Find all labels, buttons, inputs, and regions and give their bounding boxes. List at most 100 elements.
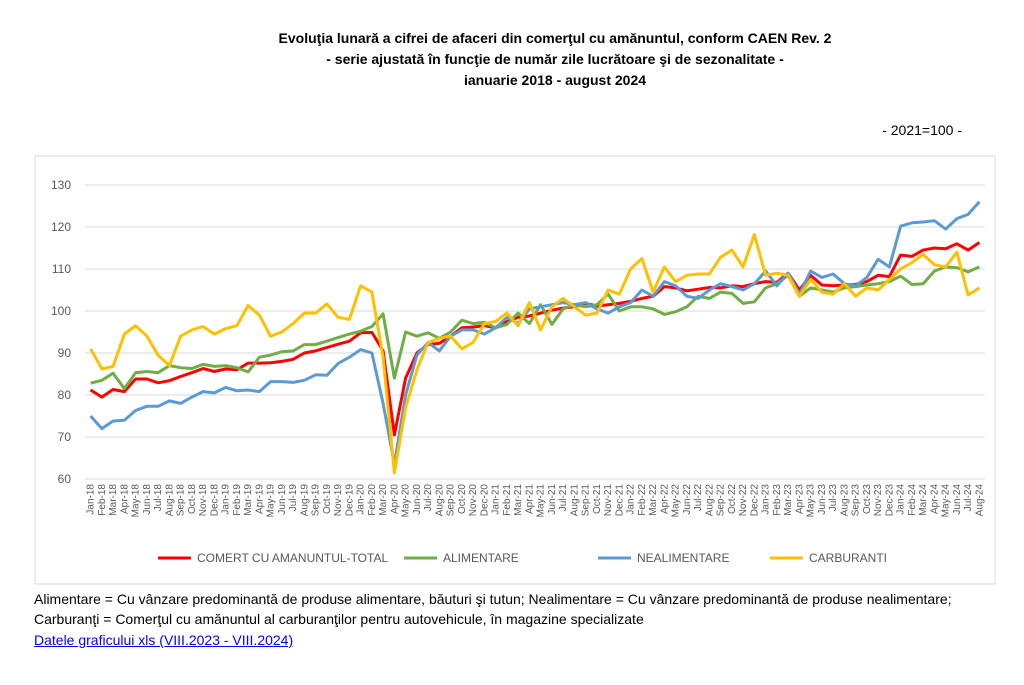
x-tick-label: Dec-22 [749, 484, 760, 517]
x-tick-label: Aug-22 [704, 484, 715, 517]
y-tick-label: 80 [58, 388, 72, 402]
series-line [89, 233, 981, 475]
x-tick-label: Oct-20 [457, 484, 468, 514]
x-tick-label: May-23 [806, 484, 817, 518]
x-tick-label: Aug-19 [299, 484, 310, 517]
x-tick-label: May-22 [671, 484, 682, 518]
x-tick-label: Aug-20 [434, 484, 445, 517]
x-tick-label: Apr-19 [254, 484, 265, 514]
legend-label: CARBURANTI [809, 551, 887, 565]
footnote: Alimentare = Cu vânzare predominantă de … [34, 591, 952, 627]
x-tick-label: May-24 [941, 484, 952, 518]
x-tick-label: Dec-23 [884, 484, 895, 517]
x-tick-label: Dec-19 [344, 484, 355, 517]
x-tick-label: Jul-24 [963, 484, 974, 512]
x-tick-label: Oct-23 [862, 484, 873, 514]
x-tick-label: May-21 [536, 484, 547, 518]
x-tick-label: Nov-22 [738, 484, 749, 517]
x-tick-label: Jan-21 [491, 484, 502, 515]
x-tick-label: Oct-18 [187, 484, 198, 514]
title-line: - serie ajustată în funcţie de număr zil… [326, 51, 784, 67]
x-tick-label: Jun-20 [412, 484, 423, 515]
y-tick-label: 70 [58, 430, 72, 444]
subtitle: - 2021=100 - [882, 122, 962, 138]
x-tick-label: Jan-24 [896, 484, 907, 515]
x-tick-label: Dec-20 [479, 484, 490, 517]
x-tick-label: Jan-18 [86, 484, 97, 515]
y-tick-label: 110 [52, 262, 71, 276]
x-tick-label: Aug-21 [569, 484, 580, 517]
x-tick-label: Jun-21 [547, 484, 558, 515]
y-tick-label: 120 [51, 220, 71, 234]
x-tick-label: Mar-22 [648, 484, 659, 516]
x-tick-label: Mar-20 [378, 484, 389, 516]
series-line [89, 200, 981, 466]
x-tick-label: Apr-24 [929, 484, 940, 514]
x-tick-label: Nov-20 [468, 484, 479, 517]
x-tick-label: Nov-23 [873, 484, 884, 517]
x-tick-label: Jun-19 [277, 484, 288, 515]
x-tick-label: Feb-24 [907, 484, 918, 516]
x-tick-label: Apr-20 [389, 484, 400, 514]
x-tick-label: Dec-18 [209, 484, 220, 517]
x-tick-label: Aug-24 [974, 484, 985, 517]
x-tick-label: Sep-19 [311, 484, 322, 517]
x-tick-label: Jan-20 [356, 484, 367, 515]
series-line [89, 241, 981, 437]
x-tick-label: Oct-22 [727, 484, 738, 514]
x-tick-label: Mar-23 [783, 484, 794, 516]
x-tick-label: Jun-22 [682, 484, 693, 515]
x-tick-label: Sep-20 [446, 484, 457, 517]
x-tick-label: Sep-23 [851, 484, 862, 517]
y-tick-label: 100 [51, 304, 71, 318]
x-tick-label: Sep-22 [716, 484, 727, 517]
x-tick-label: Jul-18 [153, 484, 164, 512]
x-tick-label: Feb-19 [232, 484, 243, 516]
x-tick-label: Jun-18 [142, 484, 153, 515]
x-tick-label: Feb-23 [772, 484, 783, 516]
legend-label: ALIMENTARE [443, 551, 519, 565]
x-tick-label: May-19 [266, 484, 277, 518]
x-tick-label: Aug-18 [164, 484, 175, 517]
x-tick-label: Nov-18 [198, 484, 209, 517]
title-line: ianuarie 2018 - august 2024 [463, 72, 647, 88]
x-tick-label: Jun-24 [952, 484, 963, 515]
x-tick-label: Aug-23 [839, 484, 850, 517]
x-tick-label: Nov-19 [333, 484, 344, 517]
x-tick-label: Feb-22 [637, 484, 648, 516]
y-tick-label: 60 [58, 472, 72, 486]
y-tick-label: 90 [58, 346, 72, 360]
data-link[interactable]: Datele graficului xls (VIII.2023 - VIII.… [34, 632, 294, 648]
x-tick-label: Jul-23 [828, 484, 839, 512]
x-tick-label: Jul-20 [423, 484, 434, 512]
x-tick-label: Mar-24 [918, 484, 929, 516]
x-tick-label: Mar-18 [108, 484, 119, 516]
x-tick-label: Feb-20 [367, 484, 378, 516]
x-tick-label: Jun-23 [817, 484, 828, 515]
y-tick-label: 130 [51, 178, 71, 192]
chart-frame [34, 155, 996, 585]
x-tick-label: Feb-21 [502, 484, 513, 516]
x-tick-label: Jul-19 [288, 484, 299, 512]
x-tick-label: Apr-21 [524, 484, 535, 514]
x-tick-label: Jul-22 [693, 484, 704, 512]
x-tick-label: Nov-21 [603, 484, 614, 517]
x-tick-label: Sep-21 [581, 484, 592, 517]
title-line: Evoluţia lunară a cifrei de afaceri din … [278, 30, 832, 46]
x-tick-label: May-18 [131, 484, 142, 518]
x-tick-label: Mar-21 [513, 484, 524, 516]
x-tick-label: Sep-18 [176, 484, 187, 517]
x-tick-label: Jul-21 [558, 484, 569, 512]
x-tick-label: Jan-23 [761, 484, 772, 515]
x-tick-label: Jan-19 [221, 484, 232, 515]
x-tick-label: Jan-22 [626, 484, 637, 515]
x-tick-label: Feb-18 [97, 484, 108, 516]
x-tick-label: Mar-19 [243, 484, 254, 516]
x-tick-label: Dec-21 [614, 484, 625, 517]
x-tick-label: Oct-19 [322, 484, 333, 514]
legend-label: NEALIMENTARE [637, 551, 729, 565]
x-tick-label: Oct-21 [592, 484, 603, 514]
legend-label: COMERT CU AMANUNTUL-TOTAL [197, 551, 388, 565]
